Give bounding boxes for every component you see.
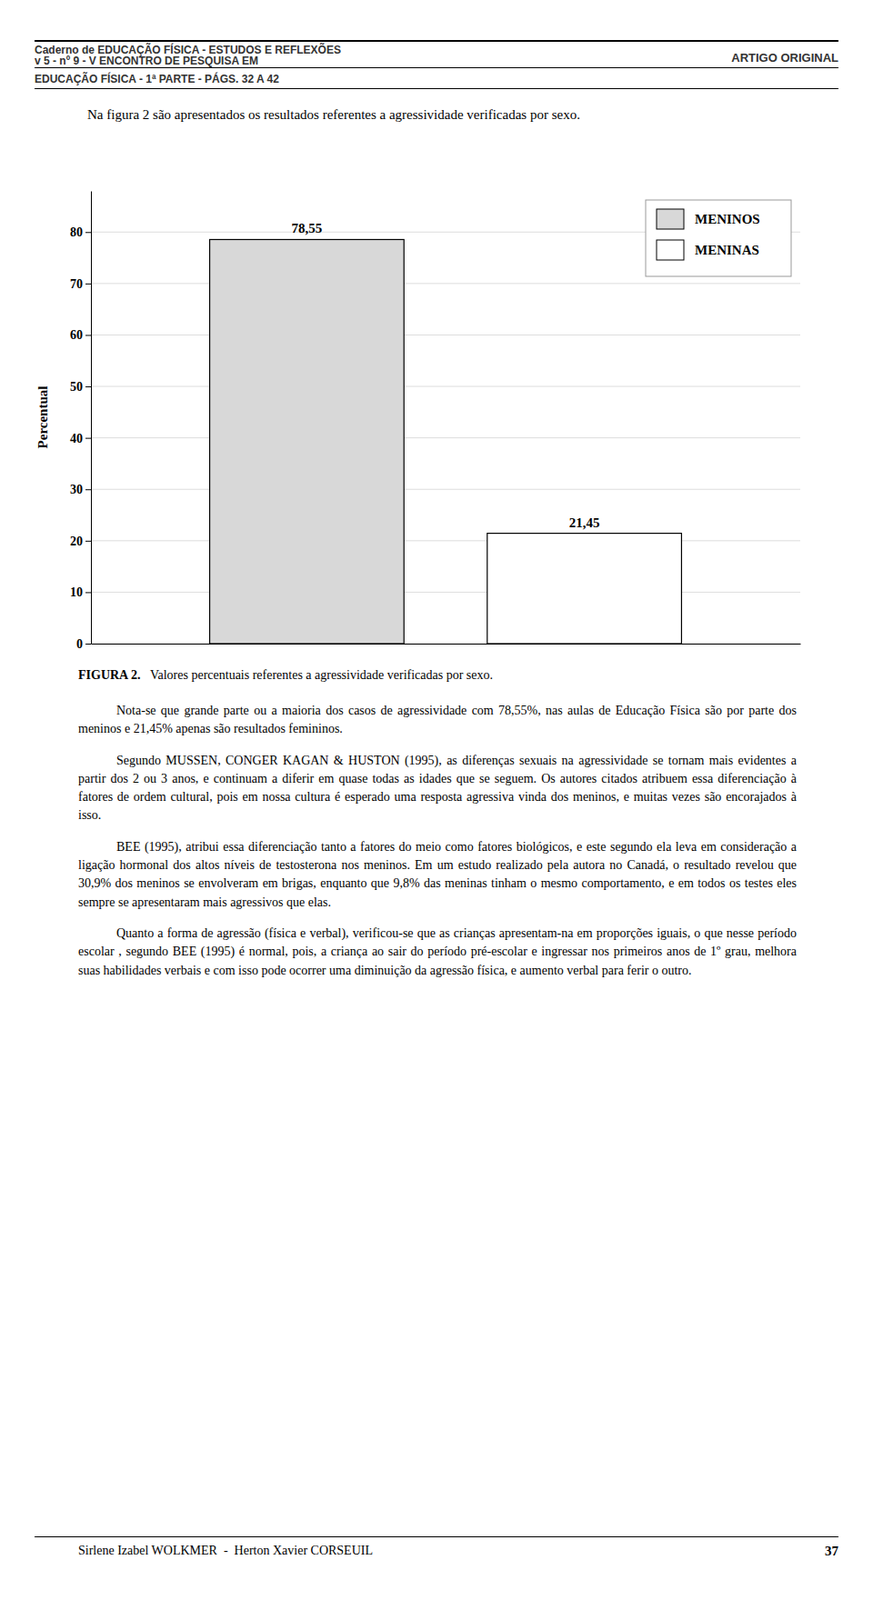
- bar: [210, 239, 405, 644]
- tick: 0: [76, 637, 91, 652]
- y-axis-title: Percentual: [35, 386, 51, 450]
- bar: [487, 533, 683, 644]
- data-label: 21,45: [569, 515, 601, 531]
- page-number: 37: [824, 1544, 839, 1560]
- chart: 78,55 21,45 0 10 20 30 40 50 60 70 80 Percentual MEN…: [0, 150, 873, 660]
- rule: [34, 1536, 839, 1538]
- legend-label: MENINOS: [694, 211, 761, 227]
- figure-description: Valores percentuais referentes a agressi…: [150, 668, 493, 683]
- header-line: EDUCAÇÃO FÍSICA - 1ª PARTE - PÁGS. 32 A …: [34, 72, 280, 86]
- tick-mark: [85, 334, 91, 336]
- tick: 40: [70, 431, 91, 446]
- axis-line: [90, 191, 92, 645]
- rule: [34, 88, 839, 90]
- tick-mark: [85, 592, 91, 593]
- tick-label: 30: [70, 482, 83, 497]
- legend: MENINOS MENINAS: [645, 200, 792, 277]
- paragraph: Segundo MUSSEN, CONGER KAGAN & HUSTON (1…: [78, 752, 797, 826]
- figure-label: FIGURA 2.: [78, 668, 141, 683]
- tick-mark: [85, 386, 91, 388]
- tick-label: 10: [70, 585, 83, 600]
- figure-caption: FIGURA 2. Valores percentuais referentes…: [78, 668, 806, 683]
- tick-label: 50: [70, 380, 83, 394]
- legend-swatch: [656, 240, 684, 261]
- paragraph: Nota-se que grande parte ou a maioria do…: [78, 702, 797, 740]
- tick-label: 60: [70, 328, 83, 342]
- tick: 80: [70, 225, 91, 240]
- tick: 60: [70, 328, 91, 342]
- grid-line: [90, 437, 801, 439]
- tick-mark: [85, 541, 91, 542]
- tick: 50: [70, 380, 91, 394]
- paragraph: Quanto a forma de agressão (física e ver…: [78, 924, 797, 981]
- legend-label: MENINAS: [694, 242, 760, 258]
- header-line: v 5 - nº 9 - V ENCONTRO DE PESQUISA EM: [34, 54, 259, 68]
- tick-label: 0: [76, 637, 83, 652]
- grid-line: [90, 540, 801, 542]
- tick: 10: [70, 585, 91, 600]
- grid-line: [90, 282, 801, 284]
- rule: [34, 40, 839, 42]
- tick: 20: [70, 534, 91, 549]
- footer-text: Sirlene Izabel WOLKMER - Herton Xavier C…: [78, 1544, 373, 1559]
- grid-line: [90, 643, 801, 645]
- grid-line: [90, 489, 801, 491]
- x-axis: [91, 643, 802, 645]
- tick-label: 70: [70, 277, 83, 291]
- intro-text: Na figura 2 são apresentados os resultad…: [87, 107, 797, 123]
- grid-line: [90, 334, 801, 336]
- grid-line: [90, 386, 801, 388]
- header-line: Caderno de EDUCAÇÃO FÍSICA - ESTUDOS E R…: [34, 43, 342, 57]
- tick-label: 40: [70, 431, 83, 446]
- tick-label: 20: [70, 534, 83, 549]
- tick: 70: [70, 277, 91, 291]
- tick-mark: [85, 489, 91, 491]
- tick: 30: [70, 482, 91, 497]
- tick-mark: [85, 438, 91, 440]
- grid-line: [90, 592, 801, 593]
- tick-mark: [85, 643, 91, 645]
- y-axis: 0 10 20 30 40 50 60 70 80: [70, 191, 92, 652]
- rule: [34, 67, 839, 69]
- axis-line: [91, 643, 802, 645]
- data-label: 78,55: [291, 220, 323, 236]
- paragraph: BEE (1995), atribui essa diferenciação t…: [78, 838, 797, 913]
- header-right: ARTIGO ORIGINAL: [731, 50, 839, 65]
- tick-label: 80: [70, 225, 83, 240]
- legend-swatch: [656, 209, 684, 230]
- tick-mark: [85, 283, 91, 285]
- tick-mark: [85, 231, 91, 233]
- legend-box: [645, 200, 792, 277]
